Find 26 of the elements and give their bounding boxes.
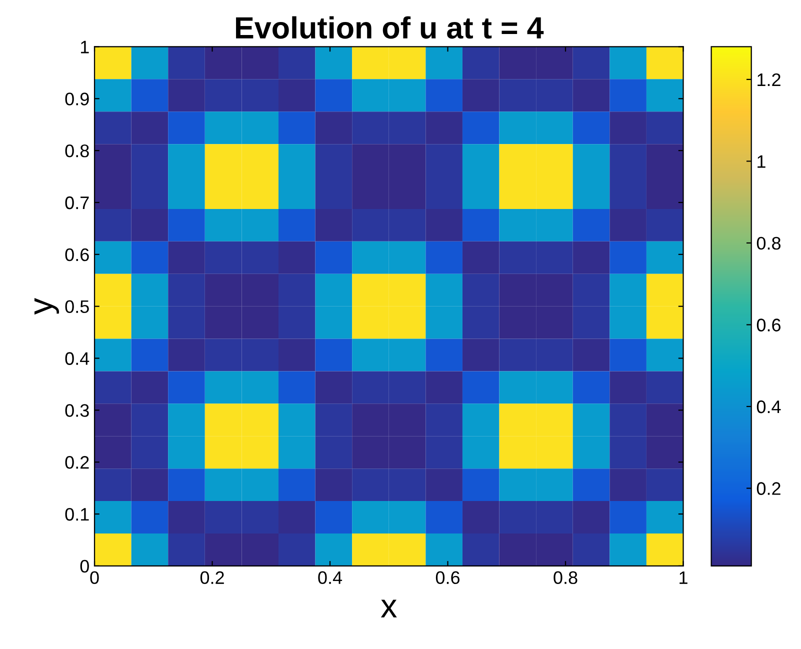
x-tick-label: 0 — [90, 571, 99, 584]
y-tick-label: 0.6 — [65, 248, 89, 262]
y-tick-label: 0.7 — [65, 196, 89, 210]
y-tick-label: 0 — [80, 560, 89, 573]
x-tick-label: 0.2 — [200, 571, 224, 584]
y-tick-label: 0.8 — [65, 144, 89, 158]
x-tick-label: 1 — [680, 571, 688, 584]
y-tick-label: 0.3 — [65, 404, 89, 417]
y-axis-title: y — [34, 298, 60, 315]
color-bar-label: 0.2 — [756, 482, 780, 495]
color-bar-label: 0.4 — [756, 400, 781, 414]
y-tick-label: 1 — [80, 40, 89, 54]
color-bar-label: 0.8 — [756, 236, 781, 250]
y-tick-label: 0.1 — [65, 508, 89, 521]
y-tick-label: 0.4 — [65, 352, 90, 365]
x-tick-label: 0.6 — [436, 571, 460, 584]
x-tick-label: 0.4 — [318, 571, 342, 584]
y-tick-label: 0.2 — [65, 456, 89, 469]
color-bar-label: 0.6 — [756, 318, 781, 332]
y-tick-label: 0.9 — [65, 92, 89, 106]
color-bar-label: 1 — [758, 155, 766, 168]
x-tick-label: 0.8 — [554, 571, 578, 584]
color-bar-label: 1.2 — [758, 73, 780, 86]
y-tick-label: 0.5 — [65, 300, 89, 314]
chart-title: Evolution of u at t = 4 — [236, 16, 544, 39]
x-axis-title: x — [380, 600, 397, 618]
